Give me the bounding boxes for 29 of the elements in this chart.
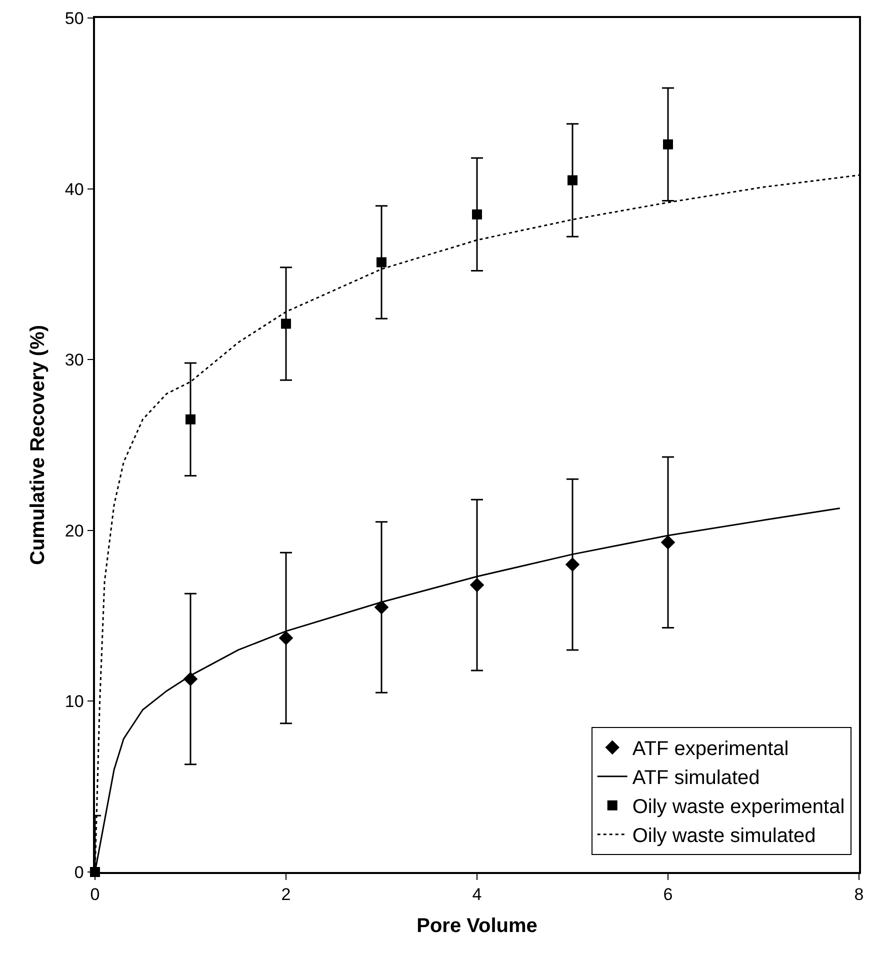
legend-label: Oily waste experimental [632, 796, 845, 818]
x-tick-label: 4 [472, 885, 482, 904]
point [660, 535, 676, 550]
point [472, 209, 482, 220]
point [376, 257, 386, 268]
legend-label: ATF experimental [632, 738, 789, 760]
point [374, 600, 389, 614]
y-tick-label: 20 [64, 521, 84, 540]
legend-label: ATF simulated [632, 767, 760, 790]
point [183, 672, 198, 686]
point [278, 630, 294, 646]
point [663, 139, 673, 150]
y-tick-label: 50 [64, 8, 84, 28]
x-tick-label: 8 [854, 885, 864, 904]
y-tick-label: 10 [64, 692, 84, 712]
legend-label: Oily waste simulated [632, 825, 816, 848]
x-tick-label: 6 [663, 885, 673, 904]
point [281, 318, 291, 329]
x-tick-label: 2 [281, 885, 291, 904]
point [565, 557, 580, 572]
point [470, 578, 484, 592]
y-tick-label: 0 [74, 862, 84, 882]
y-tick-label: 30 [64, 350, 84, 370]
y-tick-label: 40 [64, 180, 84, 199]
point [568, 175, 578, 186]
x-tick-label: 0 [90, 885, 100, 904]
point [186, 414, 196, 424]
x-axis-title: Pore Volume [416, 915, 538, 938]
y-axis-title: Cumulative Recovery (%) [26, 324, 49, 566]
